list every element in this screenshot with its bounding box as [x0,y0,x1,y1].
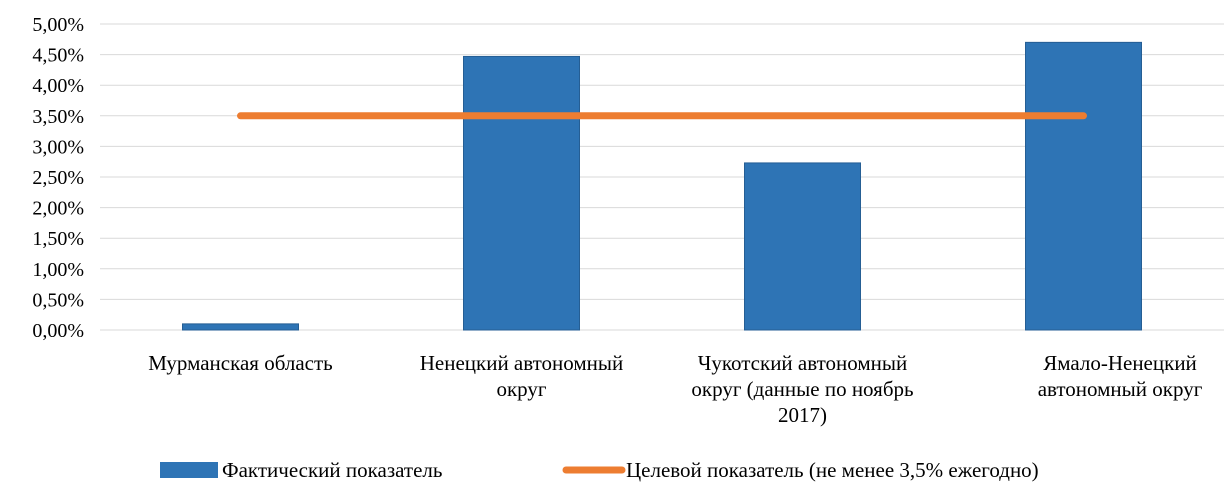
y-tick-label: 0,00% [32,320,84,342]
y-tick-label: 3,00% [32,136,84,158]
bar [463,55,580,331]
y-tick-label: 4,00% [32,75,84,97]
legend-swatch-bar [160,462,218,478]
x-tick-label: Ямало-Ненецкий автономный округ [1038,351,1203,401]
legend: Фактический показатель Целевой показател… [160,458,1039,482]
y-tick-label: 3,50% [32,106,84,128]
legend-label-line: Целевой показатель (не менее 3,5% ежегод… [626,458,1039,482]
y-tick-label: 1,50% [32,228,84,250]
x-tick-label: Ненецкий автономный округ [420,351,624,401]
legend-label-bar: Фактический показатель [222,458,442,482]
x-tick-label: Мурманская область [148,351,333,375]
x-tick-label: Чукотский автономный округ (данные по ноя… [691,351,913,427]
bar-series [182,41,1142,331]
y-axis-ticks: 0,00% 0,50% 1,00% 1,50% 2,00% 2,50% 3,00% 3,50%… [32,14,84,342]
y-tick-label: 1,00% [32,259,84,281]
y-tick-label: 5,00% [32,14,84,36]
bar [1025,41,1142,331]
x-axis-labels: Мурманская область Ненецкий автономный окр… [148,351,1202,427]
bar [744,162,861,331]
y-tick-label: 2,00% [32,198,84,220]
y-tick-label: 4,50% [32,45,84,67]
bar [182,323,299,331]
y-tick-label: 2,50% [32,167,84,189]
y-tick-label: 0,50% [32,289,84,311]
